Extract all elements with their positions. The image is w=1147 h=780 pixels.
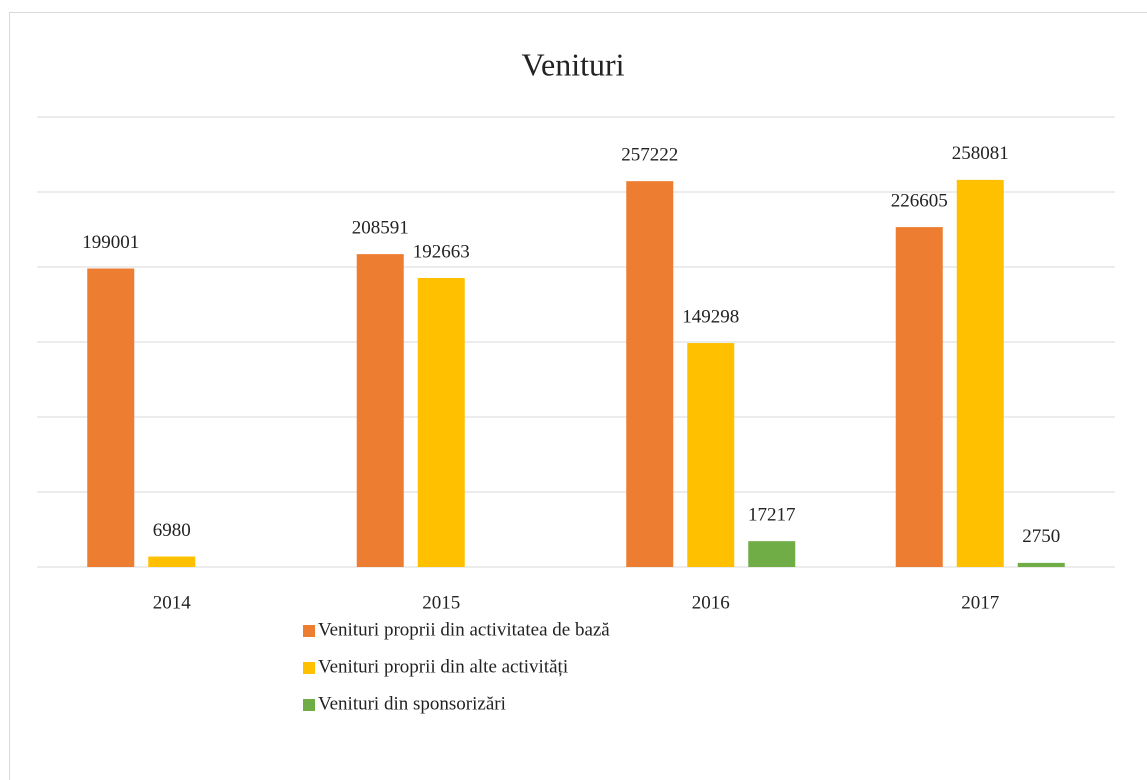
bar: [87, 268, 135, 567]
legend-swatch: [303, 625, 315, 637]
data-label: 226605: [891, 190, 948, 211]
legend-swatch: [303, 699, 315, 711]
data-label: 2750: [1022, 526, 1060, 547]
bar: [956, 179, 1004, 568]
data-label: 149298: [682, 306, 739, 327]
legend-label: Venituri proprii din alte activități: [318, 656, 568, 677]
x-tick-label: 2016: [692, 592, 730, 613]
bar: [356, 254, 404, 567]
bar: [895, 227, 943, 567]
x-tick-label: 2014: [153, 592, 192, 613]
data-label: 6980: [153, 520, 191, 541]
bar: [687, 343, 735, 567]
data-label: 257222: [621, 145, 678, 166]
data-label: 192663: [413, 241, 470, 262]
x-tick-label: 2015: [422, 592, 460, 613]
bar: [417, 278, 465, 567]
bar: [1017, 562, 1065, 567]
chart-title: Venituri: [521, 46, 624, 82]
x-tick-label: 2017: [961, 592, 999, 613]
legend-label: Venituri din sponsorizări: [318, 693, 506, 714]
data-label: 208591: [352, 217, 409, 238]
bar: [748, 541, 796, 567]
legend-swatch: [303, 662, 315, 674]
data-label: 258081: [952, 143, 1009, 164]
legend-label: Venituri proprii din activitatea de bază: [318, 619, 610, 640]
data-label: 17217: [748, 505, 796, 526]
bar: [148, 556, 196, 567]
data-label: 199001: [82, 232, 139, 253]
bar: [626, 181, 674, 568]
